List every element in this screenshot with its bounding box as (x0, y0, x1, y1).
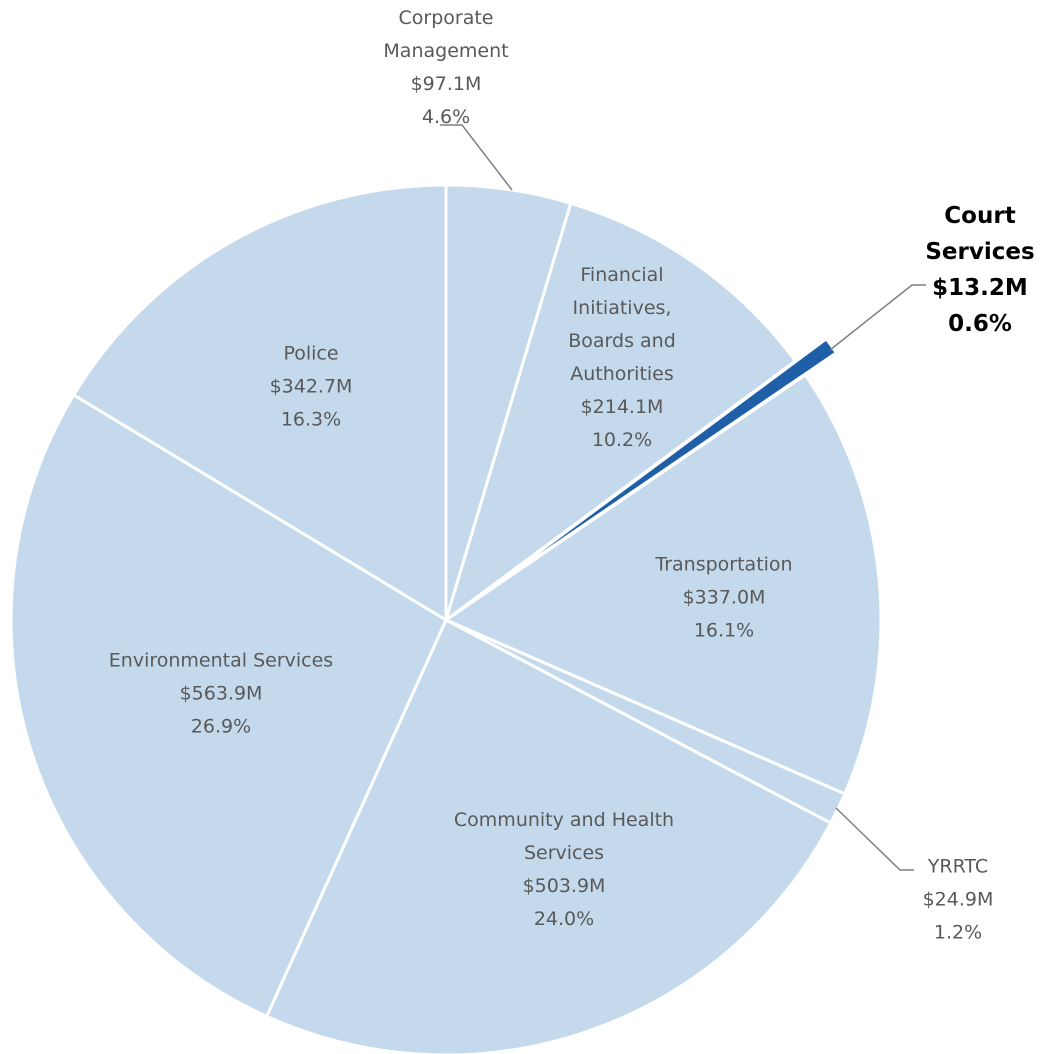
value-label: $97.1M (410, 73, 482, 95)
percentage-label: 4.6% (421, 106, 471, 128)
percentage-label: 26.9% (190, 715, 252, 738)
leader-line (835, 807, 914, 871)
value-label: $337.0M (682, 586, 766, 609)
value-label: $503.9M (522, 875, 606, 897)
percentage-label: 1.2% (933, 921, 983, 944)
slice-label: Financial Initiatives, Boards and Author… (542, 259, 702, 457)
slice-label: Corporate Management $97.1M 4.6% (361, 2, 531, 134)
pie-slice (9, 392, 448, 1019)
category-label: Transportation (655, 553, 793, 576)
pie-slice (264, 617, 833, 1054)
category-label: Financial Initiatives, Boards and Author… (568, 264, 676, 385)
percentage-label: 16.1% (693, 619, 755, 642)
category-label: YRRTC (927, 855, 989, 878)
slice-label: Transportation $337.0M 16.1% (614, 549, 834, 648)
pie-slice (71, 183, 448, 623)
category-label: Court Services (925, 203, 1035, 265)
slice-label: Police $342.7M 16.3% (211, 338, 411, 437)
value-label: $563.9M (179, 682, 263, 705)
percentage-label: 0.6% (948, 311, 1012, 337)
category-label: Corporate Management (383, 7, 509, 62)
slice-label: Court Services $13.2M 0.6% (910, 198, 1043, 342)
percentage-label: 24.0% (533, 908, 595, 930)
slice-label: Environmental Services $563.9M 26.9% (61, 645, 381, 744)
category-label: Community and Health Services (453, 809, 675, 864)
percentage-label: 10.2% (591, 429, 653, 451)
pie-slice (442, 372, 883, 796)
slice-label: YRRTC $24.9M 1.2% (898, 851, 1018, 950)
pie-slice (443, 201, 798, 624)
leader-line (440, 124, 513, 191)
value-label: $214.1M (580, 396, 664, 418)
slice-label: Community and Health Services $503.9M 24.0… (424, 804, 704, 936)
percentage-label: 16.3% (280, 408, 342, 431)
category-label: Police (283, 342, 339, 365)
category-label: Environmental Services (108, 649, 334, 672)
value-label: $13.2M (932, 275, 1028, 301)
pie-slice (476, 336, 839, 600)
slices (9, 183, 883, 1054)
leader-line (829, 284, 926, 351)
value-label: $342.7M (269, 375, 353, 398)
value-label: $24.9M (922, 888, 994, 911)
